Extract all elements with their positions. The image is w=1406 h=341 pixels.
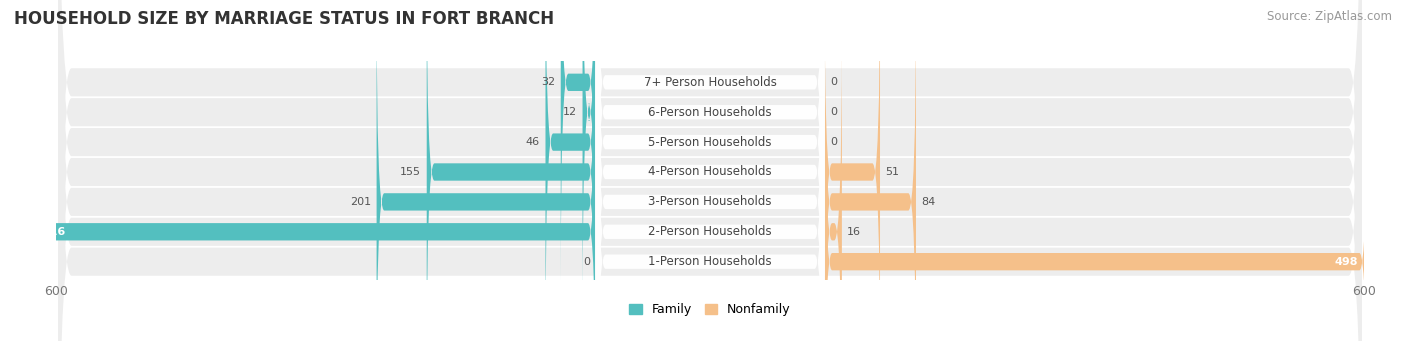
FancyBboxPatch shape [596, 0, 824, 341]
Text: 51: 51 [886, 167, 900, 177]
FancyBboxPatch shape [824, 31, 842, 341]
Text: Source: ZipAtlas.com: Source: ZipAtlas.com [1267, 10, 1392, 23]
Text: HOUSEHOLD SIZE BY MARRIAGE STATUS IN FORT BRANCH: HOUSEHOLD SIZE BY MARRIAGE STATUS IN FOR… [14, 10, 554, 28]
Text: 5-Person Households: 5-Person Households [648, 136, 772, 149]
FancyBboxPatch shape [59, 0, 1361, 341]
FancyBboxPatch shape [561, 0, 596, 283]
Text: 0: 0 [583, 257, 591, 267]
FancyBboxPatch shape [596, 0, 824, 341]
FancyBboxPatch shape [596, 0, 824, 341]
FancyBboxPatch shape [582, 0, 596, 313]
Text: 7+ Person Households: 7+ Person Households [644, 76, 776, 89]
Legend: Family, Nonfamily: Family, Nonfamily [624, 298, 796, 321]
Text: 498: 498 [1334, 257, 1358, 267]
Text: 155: 155 [401, 167, 422, 177]
Text: 4-Person Households: 4-Person Households [648, 165, 772, 178]
FancyBboxPatch shape [596, 0, 824, 341]
FancyBboxPatch shape [596, 0, 824, 341]
Text: 2-Person Households: 2-Person Households [648, 225, 772, 238]
FancyBboxPatch shape [377, 1, 596, 341]
FancyBboxPatch shape [546, 0, 596, 341]
Text: 516: 516 [42, 227, 65, 237]
FancyBboxPatch shape [34, 31, 596, 341]
Text: 12: 12 [562, 107, 576, 117]
FancyBboxPatch shape [427, 0, 596, 341]
Text: 0: 0 [830, 77, 837, 87]
Text: 32: 32 [541, 77, 555, 87]
Text: 0: 0 [830, 107, 837, 117]
FancyBboxPatch shape [59, 0, 1361, 341]
FancyBboxPatch shape [59, 0, 1361, 341]
Text: 201: 201 [350, 197, 371, 207]
FancyBboxPatch shape [824, 0, 880, 341]
FancyBboxPatch shape [824, 1, 915, 341]
Text: 6-Person Households: 6-Person Households [648, 106, 772, 119]
Text: 0: 0 [830, 137, 837, 147]
FancyBboxPatch shape [59, 0, 1361, 341]
Text: 3-Person Households: 3-Person Households [648, 195, 772, 208]
FancyBboxPatch shape [59, 0, 1361, 341]
FancyBboxPatch shape [59, 0, 1361, 341]
FancyBboxPatch shape [59, 0, 1361, 341]
Text: 46: 46 [526, 137, 540, 147]
FancyBboxPatch shape [596, 0, 824, 341]
FancyBboxPatch shape [596, 0, 824, 341]
Text: 84: 84 [921, 197, 935, 207]
Text: 1-Person Households: 1-Person Households [648, 255, 772, 268]
FancyBboxPatch shape [824, 61, 1367, 341]
Text: 16: 16 [848, 227, 862, 237]
